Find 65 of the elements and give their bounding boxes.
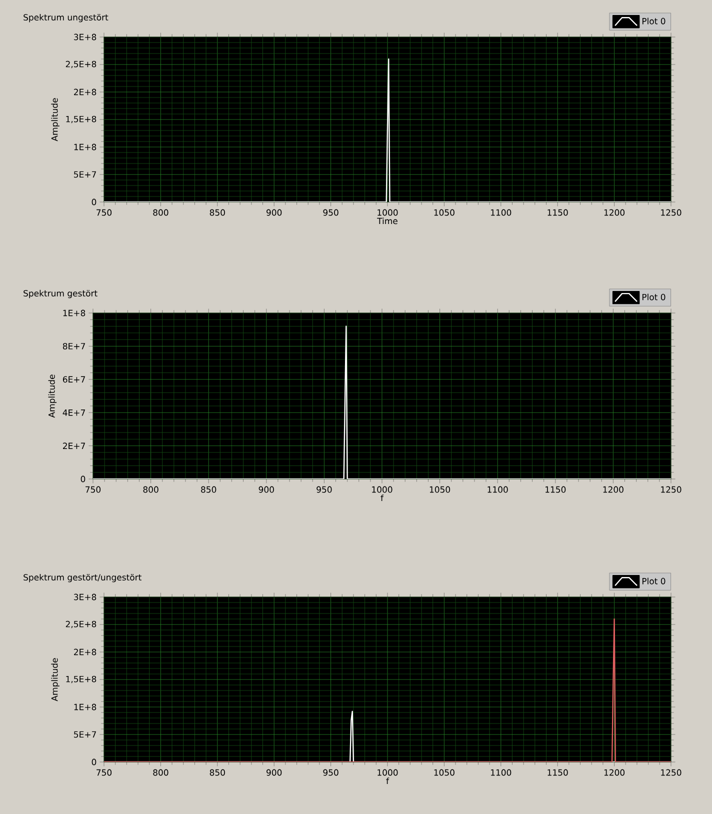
chart-title: Spektrum ungestört [24,14,108,22]
y-axis-title: Amplitude [48,374,57,418]
y-tick-label: 1,5E+8 [66,116,96,124]
x-tick-label: 850 [210,209,225,216]
x-tick-label: 1150 [546,486,566,493]
x-tick-label: 1050 [434,769,454,776]
x-tick-label: 950 [316,486,332,493]
legend-label: Plot 0 [642,18,666,24]
x-tick-label: 750 [96,209,112,216]
y-tick-label: 2E+7 [63,442,85,449]
y-tick-label: 2,5E+8 [66,620,96,628]
y-tick-label: 3E+8 [74,34,96,40]
y-axis-title: Amplitude [51,98,60,142]
x-tick-label: 850 [201,486,216,493]
x-tick-label: 1200 [604,769,625,776]
y-tick-label: 2E+8 [74,88,96,96]
x-tick-label: 1250 [661,769,682,776]
x-tick-label: 800 [153,209,168,216]
x-tick-label: 1250 [661,486,682,493]
y-tick-label: 1E+8 [74,144,96,150]
y-tick-label: 8E+7 [62,342,85,350]
y-tick-label: 2,5E+8 [66,60,96,68]
x-tick-label: 900 [266,769,282,776]
x-axis-title: Time [377,218,398,224]
x-tick-label: 900 [258,486,274,493]
x-tick-label: 950 [323,769,338,776]
y-tick-label: 0 [92,758,96,766]
x-tick-label: 1150 [548,769,568,776]
x-tick-label: 1100 [491,769,512,776]
x-tick-label: 1050 [430,486,450,493]
x-tick-label: 750 [86,486,101,493]
y-axis-title: Amplitude [51,658,60,702]
x-axis-title: f [380,494,384,502]
chart-title: Spektrum gestört/ungestört [24,574,142,582]
x-tick-label: 1100 [491,209,512,216]
legend-label: Plot 0 [642,578,666,584]
x-tick-label: 1250 [661,209,682,216]
y-tick-label: 3E+8 [74,594,96,600]
x-tick-label: 750 [96,769,112,776]
y-tick-label: 0 [80,476,86,482]
chart-title: Spektrum gestört [24,290,98,298]
x-tick-label: 950 [323,209,338,216]
y-tick-label: 4E+7 [62,410,85,416]
x-axis-title: f [386,778,390,784]
x-tick-label: 1150 [548,209,568,216]
y-tick-label: 2E+8 [74,648,96,656]
y-tick-label: 0 [92,198,96,206]
y-tick-label: 5E+7 [74,171,96,178]
y-tick-label: 5E+7 [74,731,96,738]
x-tick-label: 800 [153,769,168,776]
y-tick-label: 1E+8 [74,704,96,710]
legend-label: Plot 0 [642,294,666,300]
x-tick-label: 1100 [488,486,508,493]
x-tick-label: 900 [266,209,282,216]
x-tick-label: 1050 [434,209,454,216]
x-tick-label: 850 [210,769,225,776]
x-tick-label: 1000 [372,486,392,493]
y-tick-label: 1E+8 [63,310,86,316]
x-tick-label: 1200 [603,486,624,493]
x-tick-label: 800 [143,486,158,493]
y-tick-label: 1,5E+8 [66,676,96,684]
x-tick-label: 1000 [378,769,398,776]
x-tick-label: 1000 [378,209,398,216]
y-tick-label: 6E+7 [62,376,85,383]
x-tick-label: 1200 [604,209,625,216]
